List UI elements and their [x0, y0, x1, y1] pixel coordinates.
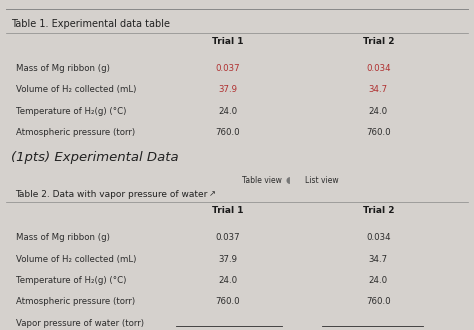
Text: Mass of Mg ribbon (g): Mass of Mg ribbon (g) — [16, 233, 109, 243]
Text: 24.0: 24.0 — [369, 276, 388, 285]
Text: 0.037: 0.037 — [215, 64, 240, 73]
Text: Table 2. Data with vapor pressure of water: Table 2. Data with vapor pressure of wat… — [16, 189, 208, 199]
Text: Mass of Mg ribbon (g): Mass of Mg ribbon (g) — [16, 64, 109, 73]
Text: Trial 2: Trial 2 — [363, 37, 394, 46]
Text: Temperature of H₂(g) (°C): Temperature of H₂(g) (°C) — [16, 107, 126, 116]
Text: Volume of H₂ collected (mL): Volume of H₂ collected (mL) — [16, 85, 136, 94]
Text: Trial 1: Trial 1 — [212, 206, 243, 215]
Text: Vapor pressure of water (torr): Vapor pressure of water (torr) — [16, 319, 144, 328]
Text: ◖: ◖ — [285, 176, 290, 185]
Text: Trial 1: Trial 1 — [212, 37, 243, 46]
Text: 760.0: 760.0 — [215, 128, 240, 137]
Text: 0.034: 0.034 — [366, 233, 391, 243]
Text: 24.0: 24.0 — [218, 276, 237, 285]
Text: 37.9: 37.9 — [218, 255, 237, 264]
Text: 34.7: 34.7 — [369, 255, 388, 264]
Text: List view: List view — [305, 176, 339, 185]
Text: Volume of H₂ collected (mL): Volume of H₂ collected (mL) — [16, 255, 136, 264]
Text: 760.0: 760.0 — [215, 297, 240, 307]
Text: 34.7: 34.7 — [369, 85, 388, 94]
Text: Atmospheric pressure (torr): Atmospheric pressure (torr) — [16, 128, 135, 137]
Text: 760.0: 760.0 — [366, 128, 391, 137]
Text: 0.034: 0.034 — [366, 64, 391, 73]
Text: 24.0: 24.0 — [218, 107, 237, 116]
Text: Temperature of H₂(g) (°C): Temperature of H₂(g) (°C) — [16, 276, 126, 285]
Text: Atmospheric pressure (torr): Atmospheric pressure (torr) — [16, 297, 135, 307]
Text: 0.037: 0.037 — [215, 233, 240, 243]
Text: Trial 2: Trial 2 — [363, 206, 394, 215]
Text: 37.9: 37.9 — [218, 85, 237, 94]
Text: Table view: Table view — [242, 176, 282, 185]
Text: ↗: ↗ — [209, 189, 216, 199]
Text: Table 1. Experimental data table: Table 1. Experimental data table — [11, 19, 170, 29]
Text: (1pts) Experimental Data: (1pts) Experimental Data — [11, 151, 178, 164]
Text: 760.0: 760.0 — [366, 297, 391, 307]
Text: 24.0: 24.0 — [369, 107, 388, 116]
